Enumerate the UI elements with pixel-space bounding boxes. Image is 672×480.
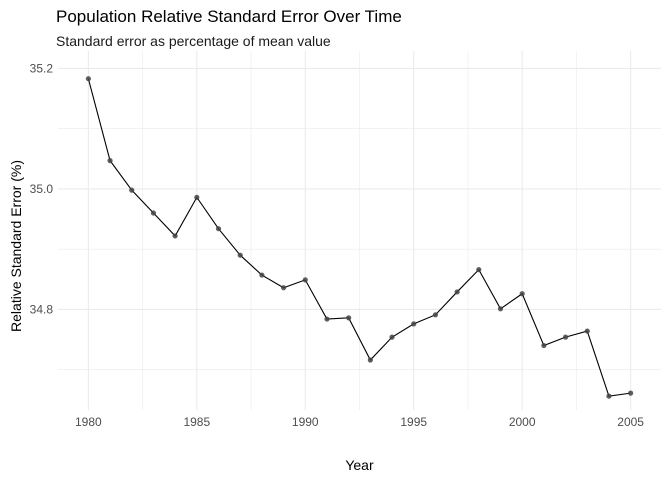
chart-subtitle: Standard error as percentage of mean val… xyxy=(56,33,331,49)
data-point xyxy=(237,252,243,258)
data-point xyxy=(259,272,265,278)
data-point xyxy=(628,390,634,396)
y-tick-label: 34.8 xyxy=(30,302,54,316)
x-tick-label: 1990 xyxy=(292,415,319,429)
series-layer xyxy=(85,76,634,399)
x-tick-label: 1980 xyxy=(75,415,102,429)
y-axis-label: Relative Standard Error (%) xyxy=(8,160,24,332)
grid-major xyxy=(58,51,661,410)
data-point xyxy=(302,277,308,283)
data-point xyxy=(476,267,482,273)
data-point xyxy=(432,312,439,318)
x-tick-label: 2005 xyxy=(617,415,644,429)
grid-minor xyxy=(58,51,661,410)
data-point xyxy=(454,289,460,295)
data-point xyxy=(85,76,91,82)
series-line xyxy=(87,78,631,397)
y-tick-label: 35.0 xyxy=(30,182,54,196)
data-point xyxy=(497,306,504,312)
data-point xyxy=(562,334,569,340)
y-tick-label: 35.2 xyxy=(30,61,54,75)
x-tick-label: 1995 xyxy=(400,415,427,429)
x-axis-label: Year xyxy=(345,457,374,473)
data-point xyxy=(129,187,135,193)
data-point xyxy=(280,285,287,291)
data-point xyxy=(150,210,157,216)
data-point xyxy=(367,357,373,363)
data-point xyxy=(346,315,352,321)
data-point xyxy=(411,321,417,327)
data-point xyxy=(324,316,330,322)
tick-labels: 1980 1985 1990 1995 2000 2005 34.8 35.0 35.2 xyxy=(30,61,645,429)
data-point xyxy=(389,334,395,340)
x-tick-label: 2000 xyxy=(509,415,536,429)
x-tick-label: 1985 xyxy=(183,415,210,429)
data-point xyxy=(584,328,590,334)
data-point xyxy=(107,158,113,164)
data-point xyxy=(606,393,612,399)
chart-title: Population Relative Standard Error Over … xyxy=(56,7,402,26)
data-point xyxy=(519,291,525,297)
data-point xyxy=(172,233,178,239)
data-point xyxy=(194,194,200,200)
data-point xyxy=(541,342,547,349)
data-point xyxy=(215,226,222,232)
